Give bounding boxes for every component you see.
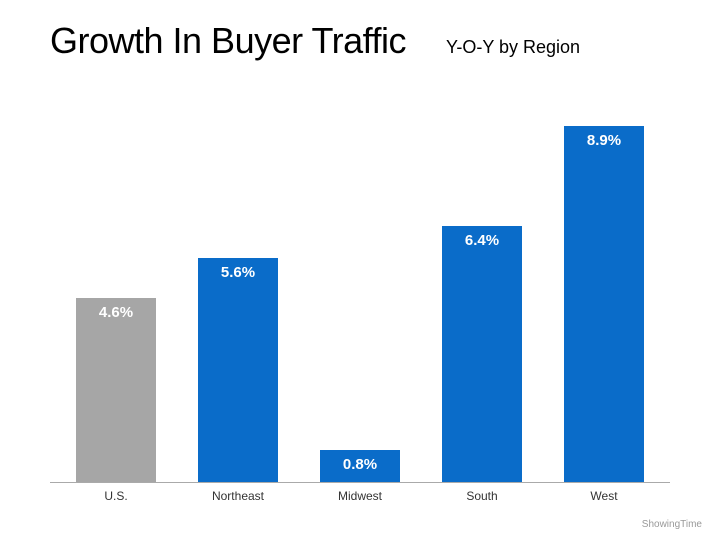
x-label: Northeast xyxy=(183,489,293,503)
bar-group: 6.4% xyxy=(427,226,537,482)
x-label: South xyxy=(427,489,537,503)
bar-value-label: 8.9% xyxy=(564,132,644,149)
chart-subtitle: Y-O-Y by Region xyxy=(446,37,580,58)
header: Growth In Buyer Traffic Y-O-Y by Region xyxy=(50,20,670,62)
attribution-text: ShowingTime xyxy=(642,519,702,530)
bar-south: 6.4% xyxy=(442,226,522,482)
bar-group: 5.6% xyxy=(183,258,293,482)
bar-value-label: 4.6% xyxy=(76,304,156,321)
bar-group: 0.8% xyxy=(305,450,415,482)
bar-group: 8.9% xyxy=(549,126,659,482)
bar-value-label: 0.8% xyxy=(320,456,400,473)
bar-value-label: 5.6% xyxy=(198,264,278,281)
chart-title: Growth In Buyer Traffic xyxy=(50,20,406,62)
bar-chart: 4.6% 5.6% 0.8% 6.4% 8.9% xyxy=(50,82,670,483)
bar-west: 8.9% xyxy=(564,126,644,482)
bar-us: 4.6% xyxy=(76,298,156,482)
x-label: West xyxy=(549,489,659,503)
x-label: U.S. xyxy=(61,489,171,503)
x-axis-labels: U.S. Northeast Midwest South West xyxy=(50,483,670,503)
bar-group: 4.6% xyxy=(61,298,171,482)
bar-northeast: 5.6% xyxy=(198,258,278,482)
x-label: Midwest xyxy=(305,489,415,503)
bar-value-label: 6.4% xyxy=(442,232,522,249)
slide: Growth In Buyer Traffic Y-O-Y by Region … xyxy=(0,0,720,540)
bar-midwest: 0.8% xyxy=(320,450,400,482)
